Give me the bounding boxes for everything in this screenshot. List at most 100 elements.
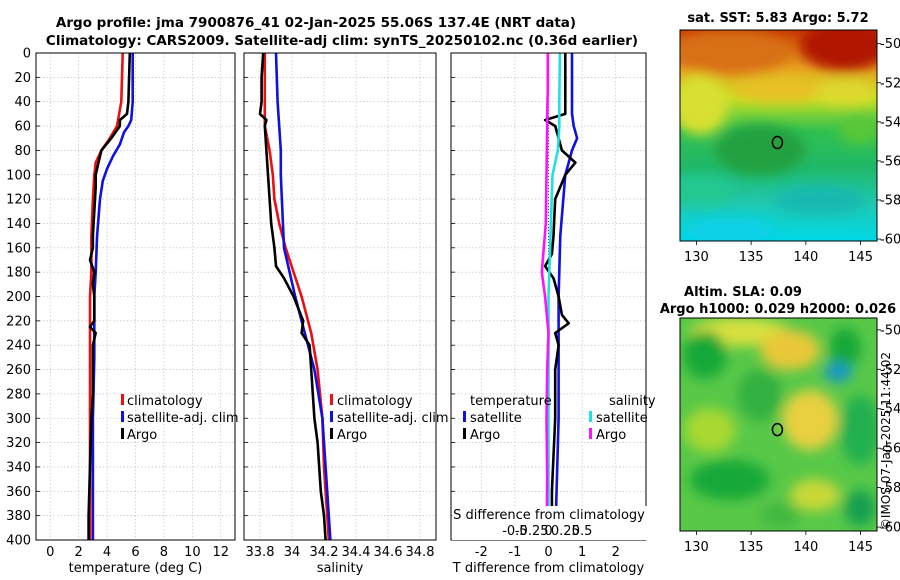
legend-sal-argo-label: Argo xyxy=(596,428,626,443)
x-tick-label: -2 xyxy=(475,545,488,560)
argo-position-marker xyxy=(771,135,784,150)
y-tick-label: 80 xyxy=(14,144,31,159)
legend-temp-argo-label: Argo xyxy=(470,428,500,443)
x-tick-label: 0 xyxy=(46,545,54,560)
x-tick-label: 0 xyxy=(544,545,552,560)
legend-argo-swatch xyxy=(330,428,333,439)
map-x-tick-label: 145 xyxy=(848,540,873,555)
map-y-tick-label: -60 xyxy=(880,233,900,248)
x-axis-label: T difference from climatology xyxy=(452,561,645,576)
y-tick-label: 200 xyxy=(6,290,31,305)
sst-map: sat. SST: 5.83 Argo: 5.72 130 135 140 145 -5… xyxy=(679,11,900,265)
y-tick-label: 100 xyxy=(6,168,31,183)
s-difference-axis-label: S difference from climatology xyxy=(453,508,645,523)
legend-temperature-title: temperature xyxy=(470,394,552,409)
y-tick-label: 380 xyxy=(6,509,31,524)
y-tick-label: 240 xyxy=(6,339,31,354)
legend-satellite-label: satellite-adj. clim xyxy=(127,411,239,426)
x-axis-label: temperature (deg C) xyxy=(69,561,203,576)
legend-salinity-title: salinity xyxy=(609,394,656,409)
series-line-climatology xyxy=(88,52,124,540)
y-tick-label: 220 xyxy=(6,314,31,329)
legend-sal-satellite-swatch xyxy=(589,411,592,422)
legend-argo-label: Argo xyxy=(127,428,157,443)
x-tick-label: 34.6 xyxy=(374,545,403,560)
sla-map-image xyxy=(680,318,877,531)
y-tick-label: 40 xyxy=(14,95,31,110)
y-tick-label: 0 xyxy=(23,47,31,62)
map-y-tick-label: -58 xyxy=(880,481,900,496)
map-x-tick-label: 140 xyxy=(793,250,818,265)
legend-climatology-swatch xyxy=(330,394,333,405)
sst-map-title: sat. SST: 5.83 Argo: 5.72 xyxy=(687,11,868,26)
series-line-salinity-argo xyxy=(540,53,550,541)
x-tick-label: 8 xyxy=(160,545,168,560)
series-line-satellite-adj-clim xyxy=(274,52,332,541)
legend-argo-swatch xyxy=(121,428,124,439)
y-tick-label: 300 xyxy=(6,412,31,427)
legend-satellite-swatch xyxy=(121,411,124,422)
salinity-legend: climatology satellite-adj. clim Argo xyxy=(330,394,449,443)
y-tick-label: 60 xyxy=(14,120,31,135)
x-tick-label: 34.8 xyxy=(406,545,435,560)
sst-map-frame xyxy=(679,29,878,242)
legend-climatology-swatch xyxy=(121,394,124,405)
imos-credit: ©IMOS 07-Jan-2025 11:44:02 xyxy=(879,352,893,530)
sla-map-frame xyxy=(679,317,878,532)
temperature-legend: climatology satellite-adj. clim Argo xyxy=(121,394,239,443)
inner-tick-label: 0 xyxy=(544,524,552,539)
map-x-tick-label: 145 xyxy=(848,250,873,265)
x-tick-label: 2 xyxy=(75,545,83,560)
map-y-tick-label: -56 xyxy=(880,442,900,457)
series-line-temperature-satellite xyxy=(553,53,579,541)
inner-tick-label: -0.5 xyxy=(502,524,527,539)
sla-map-axes: 130 135 140 145 -50 -52 -54 -56 -58 -60 xyxy=(684,323,900,555)
x-tick-label: 34 xyxy=(284,545,301,560)
sst-map-image xyxy=(680,30,877,241)
legend-climatology-label: climatology xyxy=(337,394,413,409)
map-y-tick-label: -50 xyxy=(880,37,900,52)
legend-temp-satellite-label: satellite xyxy=(470,411,522,426)
sla-map: Altim. SLA: 0.09 Argo h1000: 0.029 h2000… xyxy=(660,285,900,555)
y-tick-label: 360 xyxy=(6,485,31,500)
s-difference-label-bg xyxy=(452,506,647,540)
inner-tick-label: 0.25 xyxy=(551,524,580,539)
legend-sal-satellite-label: satellite xyxy=(596,411,648,426)
series-line-argo xyxy=(87,52,132,540)
figure-title-line2: Climatology: CARS2009. Satellite-adj cli… xyxy=(46,33,638,49)
x-tick-label: 34.4 xyxy=(342,545,371,560)
legend-climatology-label: climatology xyxy=(127,394,203,409)
legend-satellite-label: satellite-adj. clim xyxy=(337,411,449,426)
figure-title-line1: Argo profile: jma 7900876_41 02-Jan-2025… xyxy=(56,15,576,31)
legend-sal-argo-swatch xyxy=(589,428,592,439)
map-x-tick-label: 135 xyxy=(739,250,764,265)
map-x-tick-label: 135 xyxy=(739,540,764,555)
difference-panel: -2 -1 0 1 2T difference from climatology xyxy=(450,52,647,576)
sla-map-title: Altim. SLA: 0.09 xyxy=(684,285,802,300)
x-tick-label: 10 xyxy=(184,545,201,560)
sla-map-heights: Argo h1000: 0.029 h2000: 0.026 xyxy=(660,302,896,317)
map-y-tick-label: -58 xyxy=(880,193,900,208)
x-tick-label: 12 xyxy=(213,545,230,560)
legend-satellite-swatch xyxy=(330,411,333,422)
plot-frame xyxy=(35,52,236,541)
series-line-temperature-argo xyxy=(543,53,577,540)
map-y-tick-label: -56 xyxy=(880,154,900,169)
x-tick-label: 33.8 xyxy=(246,545,275,560)
y-tick-label: 320 xyxy=(6,436,31,451)
x-tick-label: 1 xyxy=(578,545,586,560)
argo-position-marker xyxy=(771,422,784,437)
map-x-tick-label: 140 xyxy=(793,540,818,555)
map-x-tick-label: 130 xyxy=(684,540,709,555)
x-axis-label: salinity xyxy=(317,561,364,576)
x-tick-label: -1 xyxy=(508,545,521,560)
temperature-panel: 0 2 4 6 8 10 120204060801001201401601802002202… xyxy=(6,47,236,576)
x-tick-label: 4 xyxy=(103,545,111,560)
series-line-argo xyxy=(258,52,327,541)
y-tick-label: 280 xyxy=(6,387,31,402)
x-tick-label: 2 xyxy=(612,545,620,560)
map-y-tick-label: -52 xyxy=(880,76,900,91)
salinity-panel: 33.8 34 34.2 34.4 34.6 34.8 salinity xyxy=(243,52,437,576)
legend-argo-label: Argo xyxy=(337,428,367,443)
